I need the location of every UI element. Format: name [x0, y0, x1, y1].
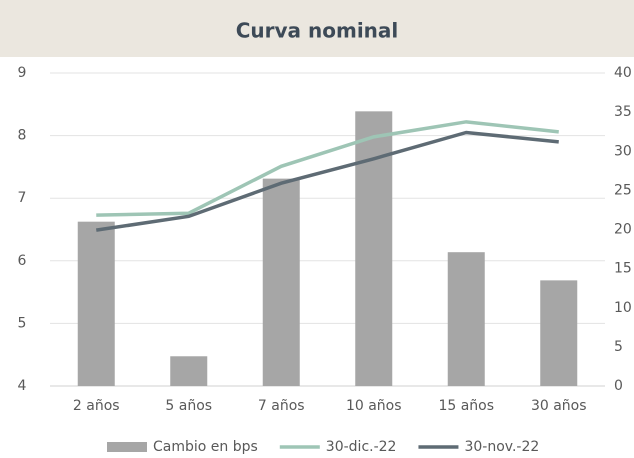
- legend-label: 30-dic.-22: [326, 439, 397, 455]
- y2-tick-label: 20: [614, 222, 632, 238]
- chart-title: Curva nominal: [236, 19, 399, 43]
- x-tick-label: 10 años: [346, 398, 402, 414]
- bar: [170, 356, 208, 386]
- bar: [355, 111, 393, 386]
- x-tick-label: 30 años: [531, 398, 587, 414]
- y2-tick-label: 25: [614, 182, 632, 198]
- x-tick-label: 2 años: [73, 398, 120, 414]
- y2-tick-label: 10: [614, 300, 632, 316]
- y2-tick-label: 5: [614, 339, 623, 355]
- y-tick-label: 4: [18, 378, 27, 394]
- title-band: [0, 0, 634, 57]
- bar: [447, 252, 485, 386]
- line: [96, 120, 559, 217]
- legend-swatch: [107, 442, 147, 452]
- y-tick-label: 5: [18, 315, 27, 331]
- y-tick-label: 6: [18, 253, 27, 269]
- y2-tick-label: 15: [614, 261, 632, 277]
- y-tick-label: 7: [18, 190, 27, 206]
- bar: [262, 178, 300, 386]
- y2-tick-label: 30: [614, 143, 632, 159]
- legend-label: Cambio en bps: [153, 439, 258, 455]
- line: [95, 130, 559, 232]
- y2-tick-label: 0: [614, 378, 623, 394]
- bar: [540, 280, 578, 386]
- bar: [77, 221, 115, 386]
- legend-label: 30-nov.-22: [464, 439, 539, 455]
- x-tick-label: 7 años: [258, 398, 305, 414]
- y-tick-label: 9: [18, 65, 27, 81]
- y-tick-label: 8: [18, 128, 27, 144]
- x-tick-label: 15 años: [438, 398, 494, 414]
- y2-tick-label: 35: [614, 104, 632, 120]
- y2-tick-label: 40: [614, 65, 632, 81]
- x-tick-label: 5 años: [165, 398, 212, 414]
